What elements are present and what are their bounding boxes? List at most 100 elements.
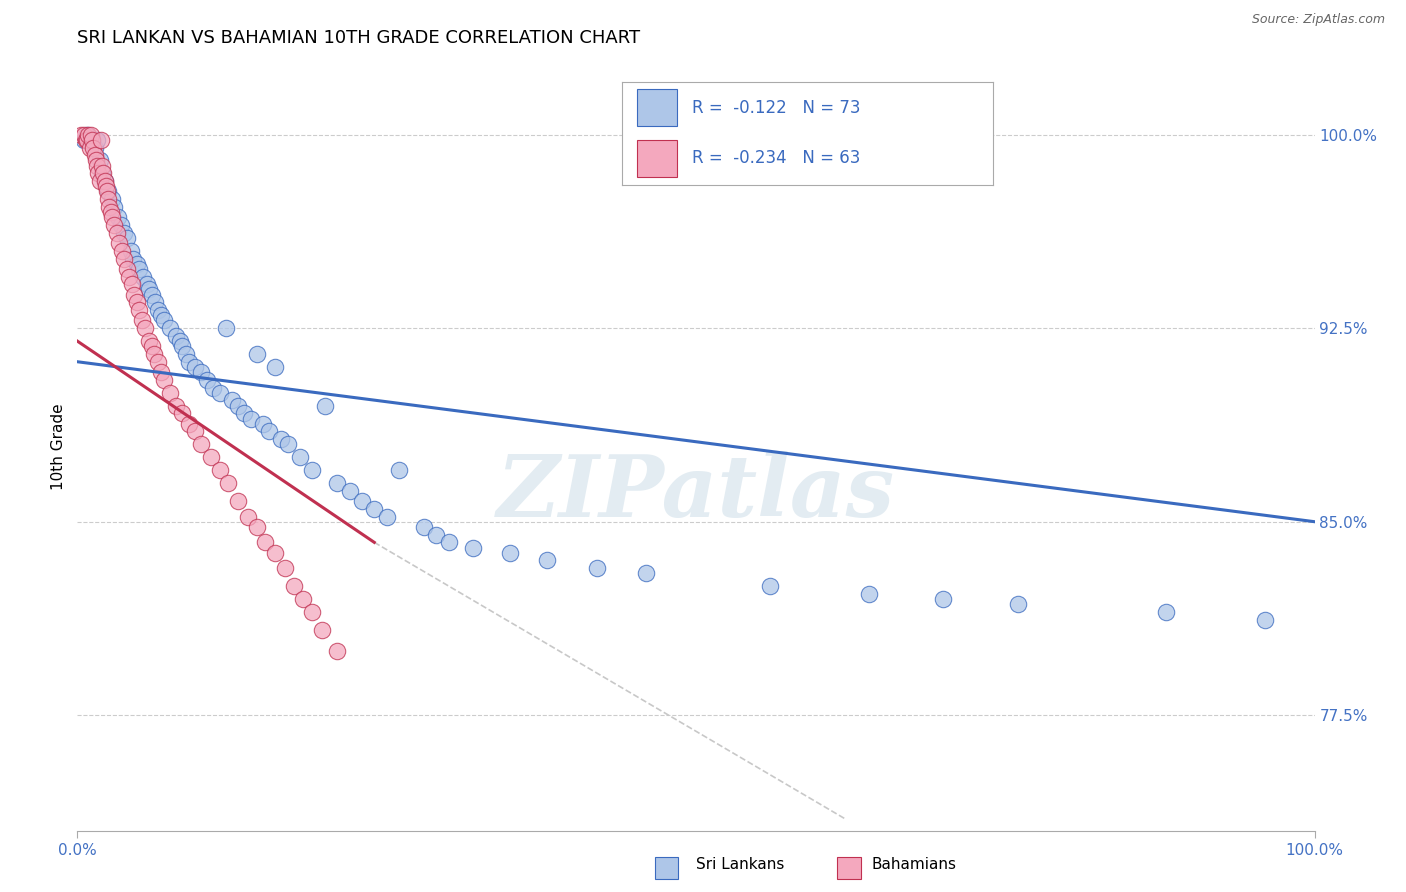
Point (288, 450, 311, 465)
Point (146, 303, 169, 318)
Point (226, 494, 249, 508)
Point (177, 417, 200, 431)
Point (111, 244, 134, 258)
Point (89, 174, 111, 188)
Point (150, 365, 173, 379)
Point (79, 133, 101, 147)
Point (141, 339, 163, 353)
Point (239, 411, 262, 425)
Point (215, 321, 238, 335)
Point (138, 283, 160, 297)
Point (270, 432, 292, 446)
Point (89, 153, 111, 168)
Point (301, 605, 323, 619)
Point (165, 329, 187, 343)
Point (412, 520, 434, 534)
Point (172, 406, 194, 420)
Point (858, 587, 880, 601)
Point (184, 359, 207, 374)
Point (83, 140, 105, 154)
Point (83, 148, 105, 162)
Point (132, 269, 155, 284)
Point (141, 287, 163, 301)
Point (221, 393, 243, 408)
Point (264, 546, 287, 560)
Point (98, 200, 121, 214)
Point (107, 211, 129, 225)
Point (246, 520, 269, 534)
Point (208, 385, 231, 400)
Point (190, 365, 212, 379)
FancyBboxPatch shape (655, 857, 678, 879)
Point (184, 425, 207, 439)
Point (77, 128, 100, 142)
Point (264, 359, 287, 374)
Point (97, 185, 120, 199)
Point (759, 579, 782, 593)
Point (311, 623, 333, 637)
Point (291, 592, 314, 607)
Point (110, 218, 132, 232)
Point (172, 339, 194, 353)
Point (128, 261, 150, 276)
Y-axis label: 10th Grade: 10th Grade (51, 403, 66, 491)
Point (177, 355, 200, 369)
Point (1254, 613, 1277, 627)
Point (120, 244, 142, 258)
Point (94, 179, 117, 194)
Point (128, 303, 150, 318)
Point (146, 355, 169, 369)
Point (195, 373, 218, 387)
Point (274, 561, 297, 575)
Point (100, 205, 122, 219)
Point (82, 133, 104, 147)
Point (326, 475, 349, 490)
Point (208, 463, 231, 477)
Point (257, 425, 280, 439)
Point (252, 417, 274, 431)
Point (153, 373, 176, 387)
Text: Source: ZipAtlas.com: Source: ZipAtlas.com (1251, 13, 1385, 27)
Point (200, 450, 222, 465)
Point (76, 128, 98, 142)
Point (138, 334, 160, 348)
Point (388, 463, 411, 477)
Point (87, 166, 110, 180)
Point (84, 153, 107, 168)
Point (91, 159, 114, 173)
Point (326, 644, 349, 658)
Point (91, 166, 114, 180)
Point (72, 128, 94, 142)
Point (131, 313, 153, 327)
Point (169, 334, 191, 348)
Point (1007, 597, 1029, 611)
Point (72, 133, 94, 147)
Point (150, 308, 173, 322)
Point (75, 133, 97, 147)
Point (159, 385, 181, 400)
Point (118, 269, 141, 284)
Point (97, 192, 120, 206)
Text: Bahamians: Bahamians (872, 857, 956, 872)
Point (375, 509, 398, 524)
Point (125, 257, 148, 271)
Point (536, 553, 558, 567)
Point (233, 406, 256, 420)
Point (226, 399, 249, 413)
Point (76, 133, 98, 147)
Text: SRI LANKAN VS BAHAMIAN 10TH GRADE CORRELATION CHART: SRI LANKAN VS BAHAMIAN 10TH GRADE CORREL… (77, 29, 641, 47)
Point (350, 494, 373, 508)
Point (103, 218, 125, 232)
Text: ZIPatlas: ZIPatlas (496, 451, 896, 535)
Point (190, 437, 212, 451)
Point (135, 277, 157, 292)
Point (86, 133, 108, 147)
Point (70, 128, 93, 142)
Point (339, 483, 361, 498)
Point (105, 226, 128, 240)
Point (121, 277, 143, 292)
Point (108, 235, 131, 250)
Point (236, 509, 259, 524)
Point (112, 226, 135, 240)
Point (425, 527, 447, 541)
